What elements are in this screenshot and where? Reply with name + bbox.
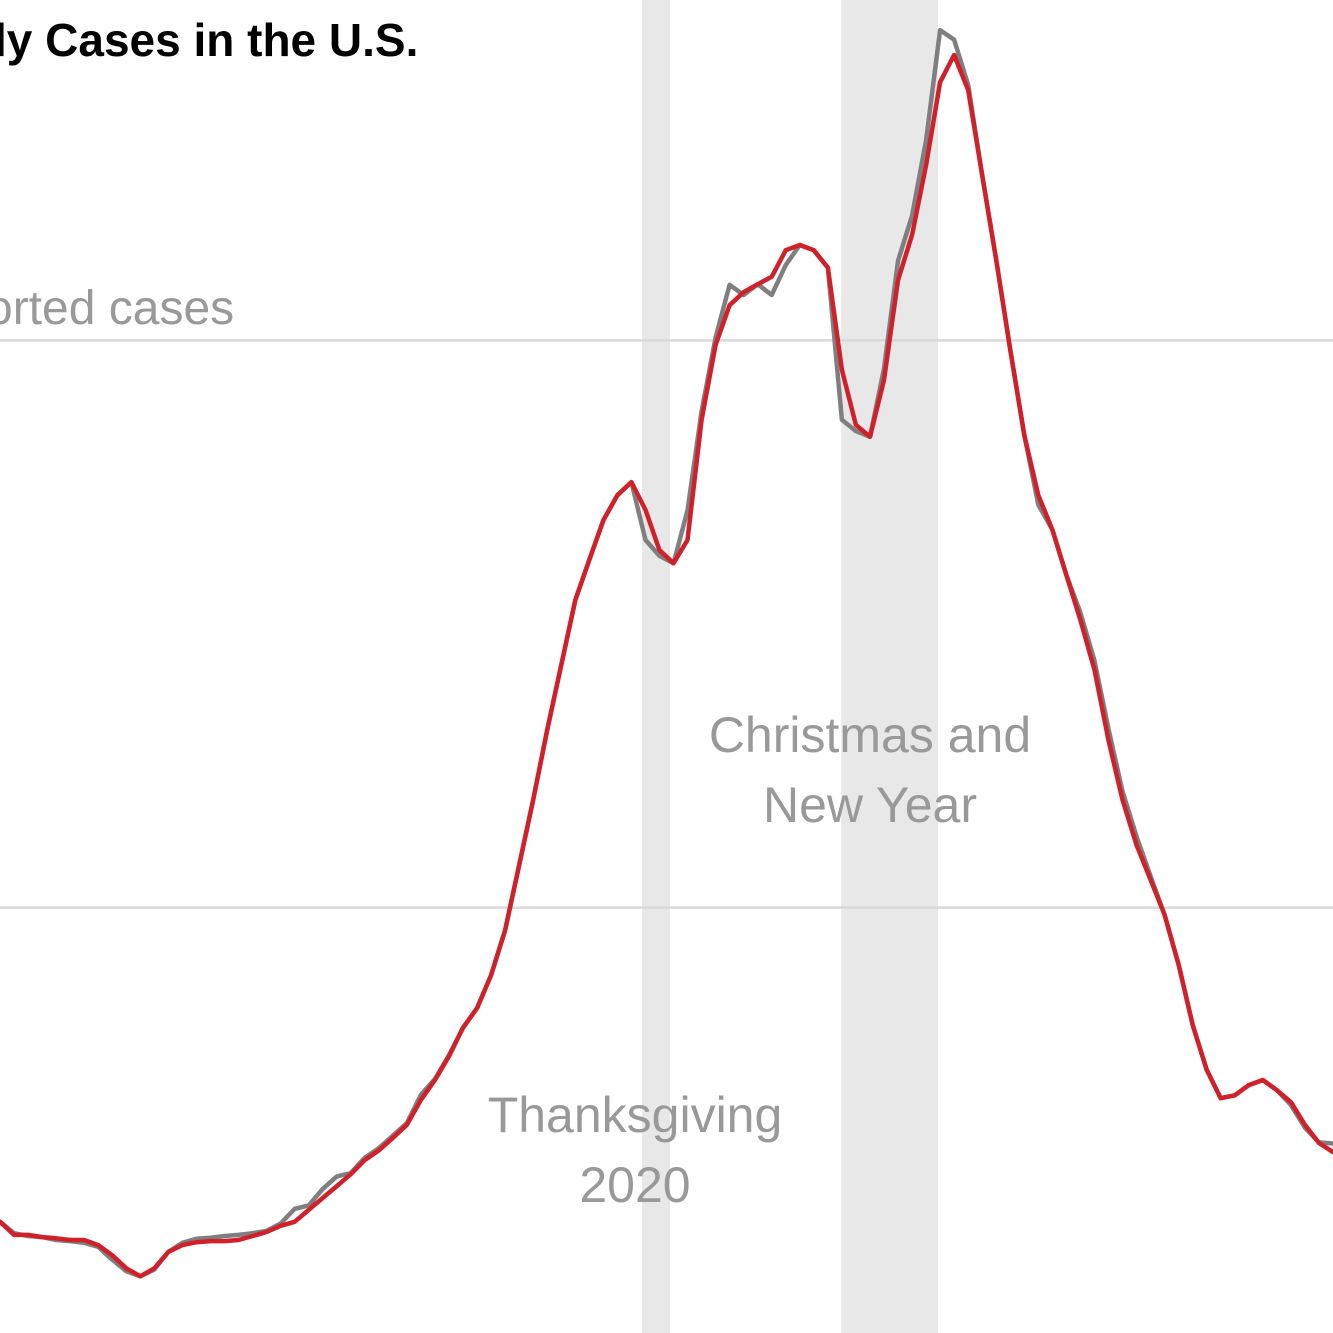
period-label: 2020 — [579, 1157, 690, 1213]
period-label: New Year — [763, 777, 977, 833]
period-label: Thanksgiving — [488, 1087, 783, 1143]
shaded-period — [841, 0, 939, 1333]
shaded-period — [641, 0, 671, 1333]
period-label: Christmas and — [709, 707, 1031, 763]
axis-note: orted cases — [0, 282, 234, 335]
chart-title: ly Cases in the U.S. — [0, 14, 418, 66]
series-line — [0, 52, 1333, 1279]
